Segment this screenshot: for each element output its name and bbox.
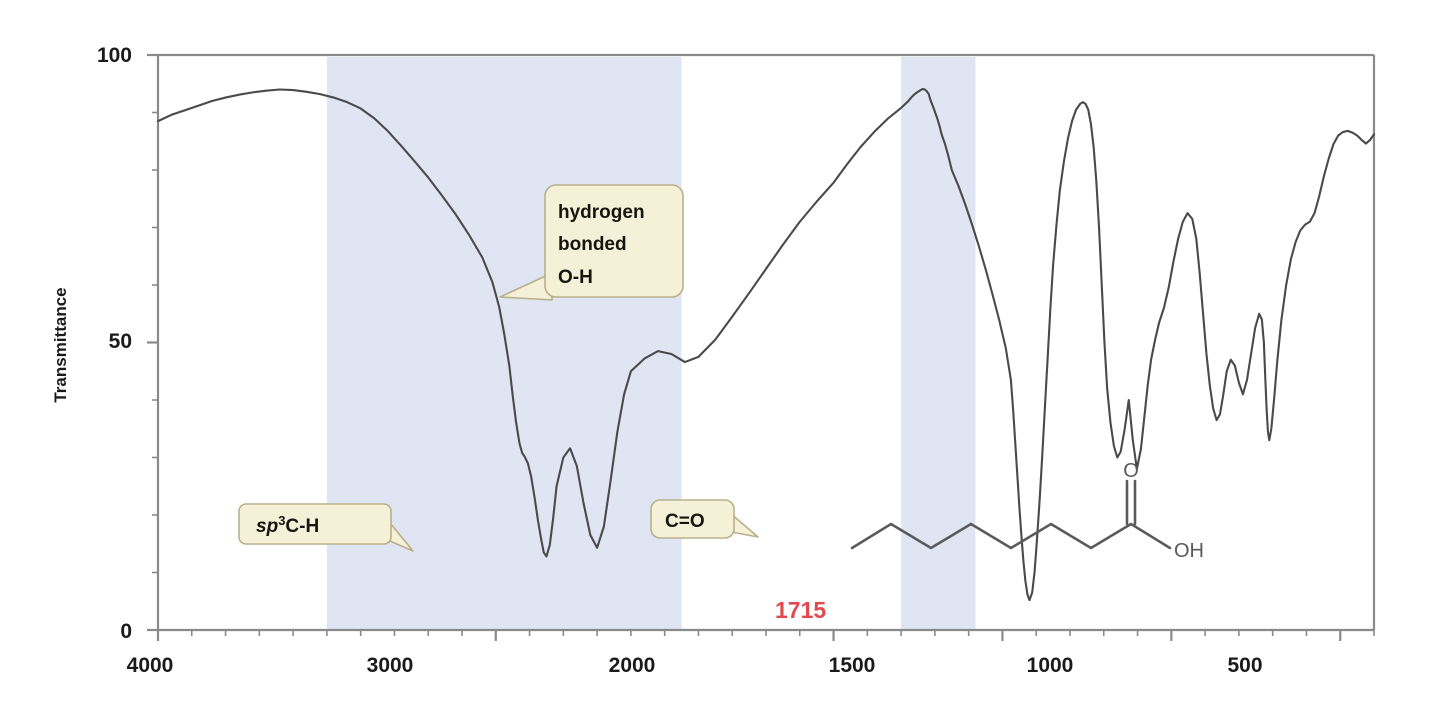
y-tick-label-0: 0 [120, 620, 132, 643]
molecule-carbonyl-oxygen-label: O [1123, 460, 1139, 482]
y-axis-title: Transmittance [51, 287, 70, 402]
molecule-octanoic-acid [850, 479, 1172, 550]
x-tick-label-3000: 3000 [367, 654, 414, 677]
shaded-band-carbonyl [901, 57, 976, 630]
y-axis-ticks [147, 53, 158, 632]
callout-hydrogen-bonded-oh: hydrogen bonded O-H [499, 184, 684, 301]
y-tick-label-50: 50 [109, 330, 132, 353]
molecule-hydroxyl-label: OH [1174, 540, 1204, 562]
x-tick-label-500: 500 [1227, 654, 1262, 677]
x-tick-label-1000: 1000 [1027, 654, 1074, 677]
shaded-bands [326, 57, 976, 630]
y-tick-label-100: 100 [97, 44, 132, 67]
callout-sp-italic: sp [256, 516, 278, 537]
callout-oh-line-3: O-H [558, 267, 593, 288]
callout-sp3-ch: sp3C-H [238, 503, 414, 552]
x-axis-ticks [156, 630, 1375, 641]
callout-ch-text: C-H [285, 516, 319, 537]
x-tick-label-1500: 1500 [829, 654, 876, 677]
x-tick-label-2000: 2000 [609, 654, 656, 677]
callout-carbonyl-text: C=O [665, 511, 705, 532]
x-tick-label-4000: 4000 [127, 654, 174, 677]
molecule-carbon-chain [850, 522, 1172, 550]
spectrum-curve [156, 87, 1376, 602]
callout-oh-line-2: bonded [558, 234, 627, 255]
callout-carbonyl: C=O [650, 499, 759, 539]
callout-sp-superscript: 3 [278, 513, 285, 528]
peak-label-1715: 1715 [775, 597, 826, 623]
callout-sp3-ch-text: sp3C-H [256, 513, 319, 538]
callout-oh-line-1: hydrogen [558, 202, 645, 223]
